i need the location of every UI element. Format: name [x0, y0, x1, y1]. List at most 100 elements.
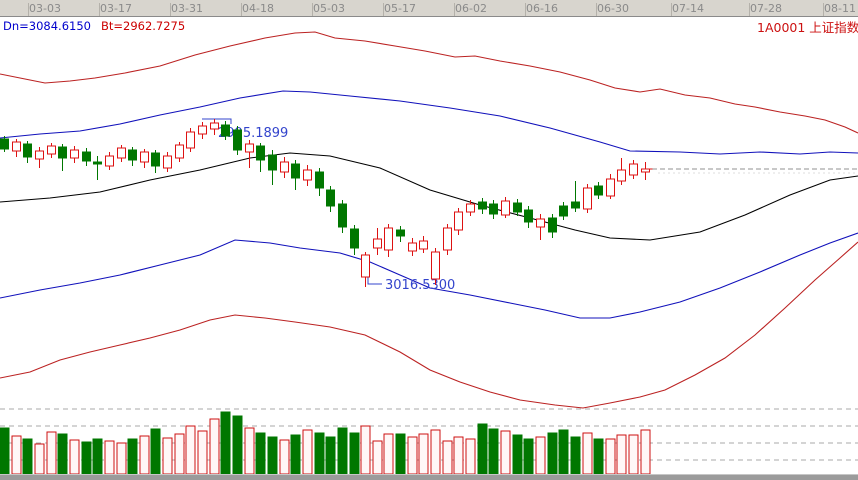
volume-bar [442, 440, 453, 475]
volume-bar [593, 438, 604, 475]
candle-body [105, 155, 114, 167]
axis-tick [596, 3, 597, 16]
candle-body [268, 154, 277, 171]
axis-tick [241, 3, 242, 16]
volume-bar [69, 439, 80, 475]
volume-bar [605, 438, 616, 475]
upper-outer-band-line [0, 31, 858, 134]
volume-bar [500, 430, 511, 475]
volume-bar [279, 439, 290, 475]
volume-bar [11, 435, 22, 475]
volume-bar [81, 441, 92, 475]
axis-tick [99, 3, 100, 16]
date-label: 06-02 [455, 2, 487, 15]
volume-bar [174, 433, 185, 475]
candle-body [256, 145, 265, 161]
candle-body [594, 185, 603, 196]
axis-tick [749, 3, 750, 16]
volume-bar [512, 434, 523, 475]
volume-bar [570, 436, 581, 475]
candle-body [583, 187, 592, 210]
volume-bar [349, 432, 360, 475]
volume-bar [372, 440, 383, 475]
candle-body [548, 217, 557, 233]
candle-body [303, 169, 312, 181]
candle-body [361, 254, 370, 278]
volume-bar [582, 432, 593, 475]
candle-body [629, 163, 638, 176]
volume-bar [139, 435, 150, 475]
axis-tick [312, 3, 313, 16]
candle-body [151, 152, 160, 167]
candle-body [373, 238, 382, 249]
volume-bar [628, 434, 639, 475]
volume-bar [290, 434, 301, 475]
volume-bar [116, 442, 127, 475]
candle-body [338, 203, 347, 228]
candle-body [501, 200, 510, 216]
symbol-title: 1A0001 上证指数 [757, 20, 858, 35]
candle-body [23, 143, 32, 158]
candle-body [524, 209, 533, 223]
date-axis: 03-03 03-17 03-31 04-18 05-03 05-17 06-02 06-16… [0, 0, 858, 17]
volume-bar [127, 438, 138, 475]
volume-bar [547, 432, 558, 475]
volume-bar [57, 433, 68, 475]
volume-bar [430, 429, 441, 475]
annotation-value: 3016.5300 [385, 278, 455, 293]
candle-body [93, 161, 102, 165]
volume-bar [209, 418, 220, 475]
candle-body [489, 203, 498, 215]
candle-body [245, 143, 254, 153]
volume-bar [360, 425, 371, 475]
date-label: 03-17 [100, 2, 132, 15]
axis-tick [671, 3, 672, 16]
volume-bar [488, 428, 499, 475]
candle-body [163, 155, 172, 169]
volume-bar [92, 438, 103, 475]
volume-bar [197, 430, 208, 475]
lower-inner-band-line [0, 232, 858, 319]
volume-bar [267, 436, 278, 475]
date-label: 08-11 [824, 2, 856, 15]
volume-bar [523, 438, 534, 475]
bottom-scroll-strip[interactable] [0, 474, 858, 480]
candle-body [536, 218, 545, 228]
candle-body [478, 201, 487, 210]
date-label: 03-03 [29, 2, 61, 15]
candle-body [350, 228, 359, 249]
middle-band-line [0, 152, 858, 241]
candle-body [70, 149, 79, 159]
candle-body [326, 189, 335, 207]
candle-body [443, 227, 452, 251]
candle-body [58, 146, 67, 159]
volume-bar [46, 431, 57, 475]
candle-body [419, 240, 428, 250]
candle-body [221, 124, 230, 137]
volume-bar [162, 437, 173, 475]
volume-bar [477, 423, 488, 475]
volume-bar [232, 415, 243, 475]
annotation-leader [202, 118, 232, 124]
volume-bar [535, 436, 546, 475]
date-label: 04-18 [242, 2, 274, 15]
candle-body [12, 141, 21, 152]
date-label: 05-17 [384, 2, 416, 15]
candle-body [315, 171, 324, 189]
axis-tick [454, 3, 455, 16]
candle-body [233, 129, 242, 151]
volume-bar [325, 436, 336, 475]
candle-body [117, 147, 126, 159]
candle-body [454, 211, 463, 231]
volume-bar [383, 433, 394, 475]
volume-bar [418, 433, 429, 475]
candle-body [408, 242, 417, 252]
candle-body [384, 227, 393, 251]
candle-body [396, 229, 405, 237]
volume-bar [465, 438, 476, 475]
candle-body [0, 138, 9, 150]
candle-body [198, 125, 207, 135]
candle-body [606, 178, 615, 197]
volume-bar [244, 427, 255, 475]
